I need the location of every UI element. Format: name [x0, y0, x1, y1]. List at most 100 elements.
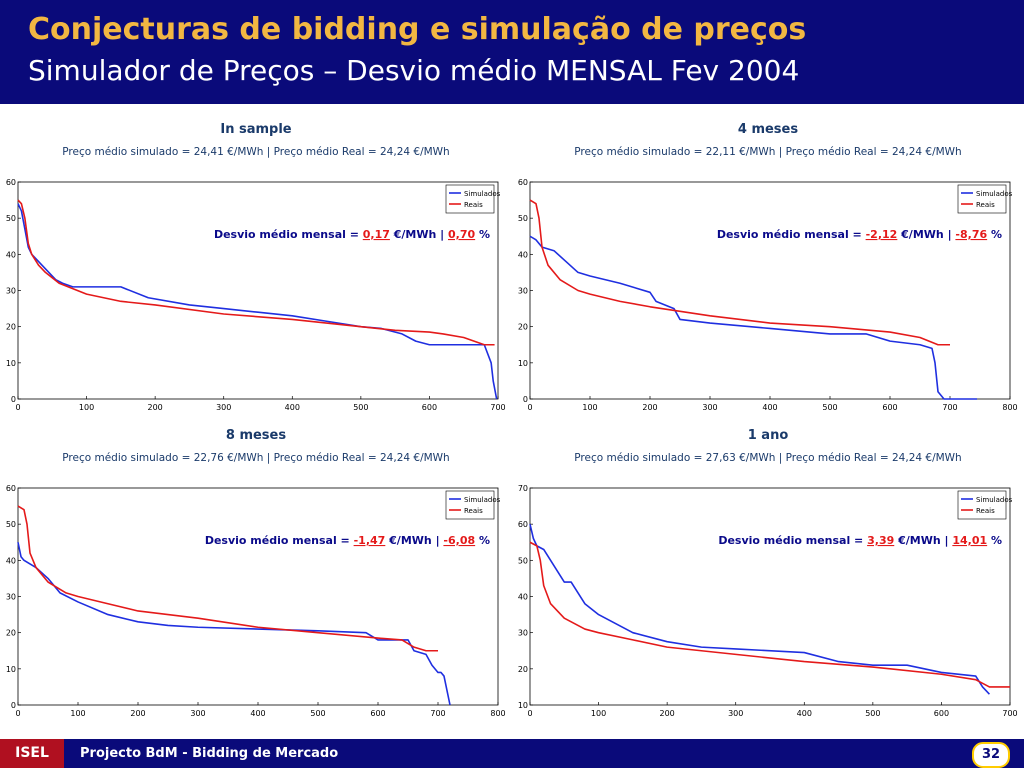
y-tick-label: 10	[6, 665, 16, 674]
x-tick-label: 300	[190, 709, 205, 718]
monthly-deviation-annotation: Desvio médio mensal = 0,17 €/MWh | 0,70 …	[214, 228, 490, 241]
legend-label: Simulados	[464, 190, 501, 198]
y-tick-label: 30	[6, 287, 16, 296]
panel-title: 1 ano	[747, 428, 789, 443]
x-tick-label: 200	[130, 709, 145, 718]
y-tick-label: 30	[518, 287, 528, 296]
line-chart: 0 100 200 300 400 500 600 700 800 0 10 20 30 40 50 60 Si…	[518, 178, 1018, 412]
x-tick-label: 0	[15, 709, 20, 718]
chart-panel: 1 ano Preço médio simulado = 27,63 €/MWh …	[518, 428, 1018, 728]
x-tick-label: 300	[728, 709, 743, 718]
x-tick-label: 0	[15, 403, 20, 412]
x-tick-label: 300	[702, 403, 717, 412]
x-tick-label: 800	[490, 709, 505, 718]
y-tick-label: 30	[6, 593, 16, 602]
y-tick-label: 10	[518, 701, 528, 710]
x-tick-label: 400	[285, 403, 300, 412]
x-tick-label: 600	[934, 709, 949, 718]
y-tick-label: 0	[11, 395, 16, 404]
x-tick-label: 100	[582, 403, 597, 412]
series-line-reais	[529, 199, 950, 346]
panel-price-summary: Preço médio simulado = 24,41 €/MWh | Pre…	[62, 146, 450, 158]
x-tick-label: 100	[591, 709, 606, 718]
slide-title: Conjecturas de bidding e simulação de pr…	[28, 12, 807, 47]
chart-panel: In sample Preço médio simulado = 24,41 €/…	[6, 122, 506, 422]
legend	[445, 184, 495, 214]
series-line-simulados	[17, 542, 451, 706]
y-tick-label: 40	[6, 556, 16, 565]
x-tick-label: 700	[490, 403, 505, 412]
y-tick-label: 50	[6, 214, 16, 223]
x-tick-label: 700	[942, 403, 957, 412]
x-tick-label: 200	[660, 709, 675, 718]
y-tick-label: 40	[518, 250, 528, 259]
x-tick-label: 500	[865, 709, 880, 718]
y-tick-label: 50	[518, 214, 528, 223]
x-tick-label: 400	[797, 709, 812, 718]
series-line-simulados	[17, 203, 498, 400]
chart-panel: 4 meses Preço médio simulado = 22,11 €/MW…	[518, 122, 1018, 422]
y-tick-label: 0	[523, 395, 528, 404]
plot-frame	[17, 487, 499, 706]
monthly-deviation-annotation: Desvio médio mensal = 3,39 €/MWh | 14,01…	[718, 534, 1002, 547]
legend-label: Reais	[464, 201, 483, 209]
panel-title: 4 meses	[737, 122, 799, 137]
monthly-deviation-annotation: Desvio médio mensal = -1,47 €/MWh | -6,0…	[205, 534, 490, 547]
plot-frame	[529, 487, 1011, 706]
x-tick-label: 0	[527, 709, 532, 718]
series-line-reais	[17, 199, 495, 346]
org-label: ISEL	[0, 739, 64, 768]
y-tick-label: 40	[6, 250, 16, 259]
x-tick-label: 600	[882, 403, 897, 412]
x-tick-label: 500	[310, 709, 325, 718]
legend-label: Simulados	[976, 496, 1013, 504]
x-tick-label: 200	[148, 403, 163, 412]
y-tick-label: 60	[6, 178, 16, 187]
page-number: 32	[972, 742, 1010, 768]
legend	[445, 490, 495, 520]
x-tick-label: 600	[422, 403, 437, 412]
series-line-simulados	[529, 235, 977, 400]
panel-title: In sample	[220, 122, 292, 137]
line-chart: 0 100 200 300 400 500 600 700 0 10 20 30 40 50 60 Simul…	[6, 178, 506, 412]
legend-label: Simulados	[976, 190, 1013, 198]
y-tick-label: 70	[518, 484, 528, 493]
y-tick-label: 60	[518, 178, 528, 187]
panel-title: 8 meses	[225, 428, 287, 443]
y-tick-label: 40	[518, 593, 528, 602]
series-line-reais	[17, 505, 438, 652]
legend-label: Reais	[976, 507, 995, 515]
panel-price-summary: Preço médio simulado = 27,63 €/MWh | Pre…	[574, 452, 962, 464]
x-tick-label: 0	[527, 403, 532, 412]
x-tick-label: 500	[353, 403, 368, 412]
slide-subtitle: Simulador de Preços – Desvio médio MENSA…	[28, 54, 800, 87]
y-tick-label: 20	[6, 323, 16, 332]
legend	[957, 490, 1007, 520]
x-tick-label: 800	[1002, 403, 1017, 412]
x-tick-label: 200	[642, 403, 657, 412]
x-tick-label: 500	[822, 403, 837, 412]
legend-label: Simulados	[464, 496, 501, 504]
series-line-simulados	[529, 523, 991, 695]
y-tick-label: 50	[518, 556, 528, 565]
y-tick-label: 50	[6, 520, 16, 529]
y-tick-label: 60	[518, 520, 528, 529]
y-tick-label: 20	[518, 323, 528, 332]
y-tick-label: 20	[6, 629, 16, 638]
x-tick-label: 400	[762, 403, 777, 412]
slide-header: Conjecturas de bidding e simulação de pr…	[0, 0, 1024, 104]
y-tick-label: 10	[518, 359, 528, 368]
x-tick-label: 300	[216, 403, 231, 412]
x-tick-label: 100	[79, 403, 94, 412]
project-label: Projecto BdM - Bidding de Mercado	[80, 746, 339, 761]
y-tick-label: 60	[6, 484, 16, 493]
plot-frame	[529, 181, 1011, 400]
legend	[957, 184, 1007, 214]
x-tick-label: 700	[430, 709, 445, 718]
panel-price-summary: Preço médio simulado = 22,11 €/MWh | Pre…	[574, 146, 962, 158]
monthly-deviation-annotation: Desvio médio mensal = -2,12 €/MWh | -8,7…	[717, 228, 1002, 241]
x-tick-label: 600	[370, 709, 385, 718]
legend-label: Reais	[976, 201, 995, 209]
y-tick-label: 0	[11, 701, 16, 710]
chart-panel: 8 meses Preço médio simulado = 22,76 €/MW…	[6, 428, 506, 728]
